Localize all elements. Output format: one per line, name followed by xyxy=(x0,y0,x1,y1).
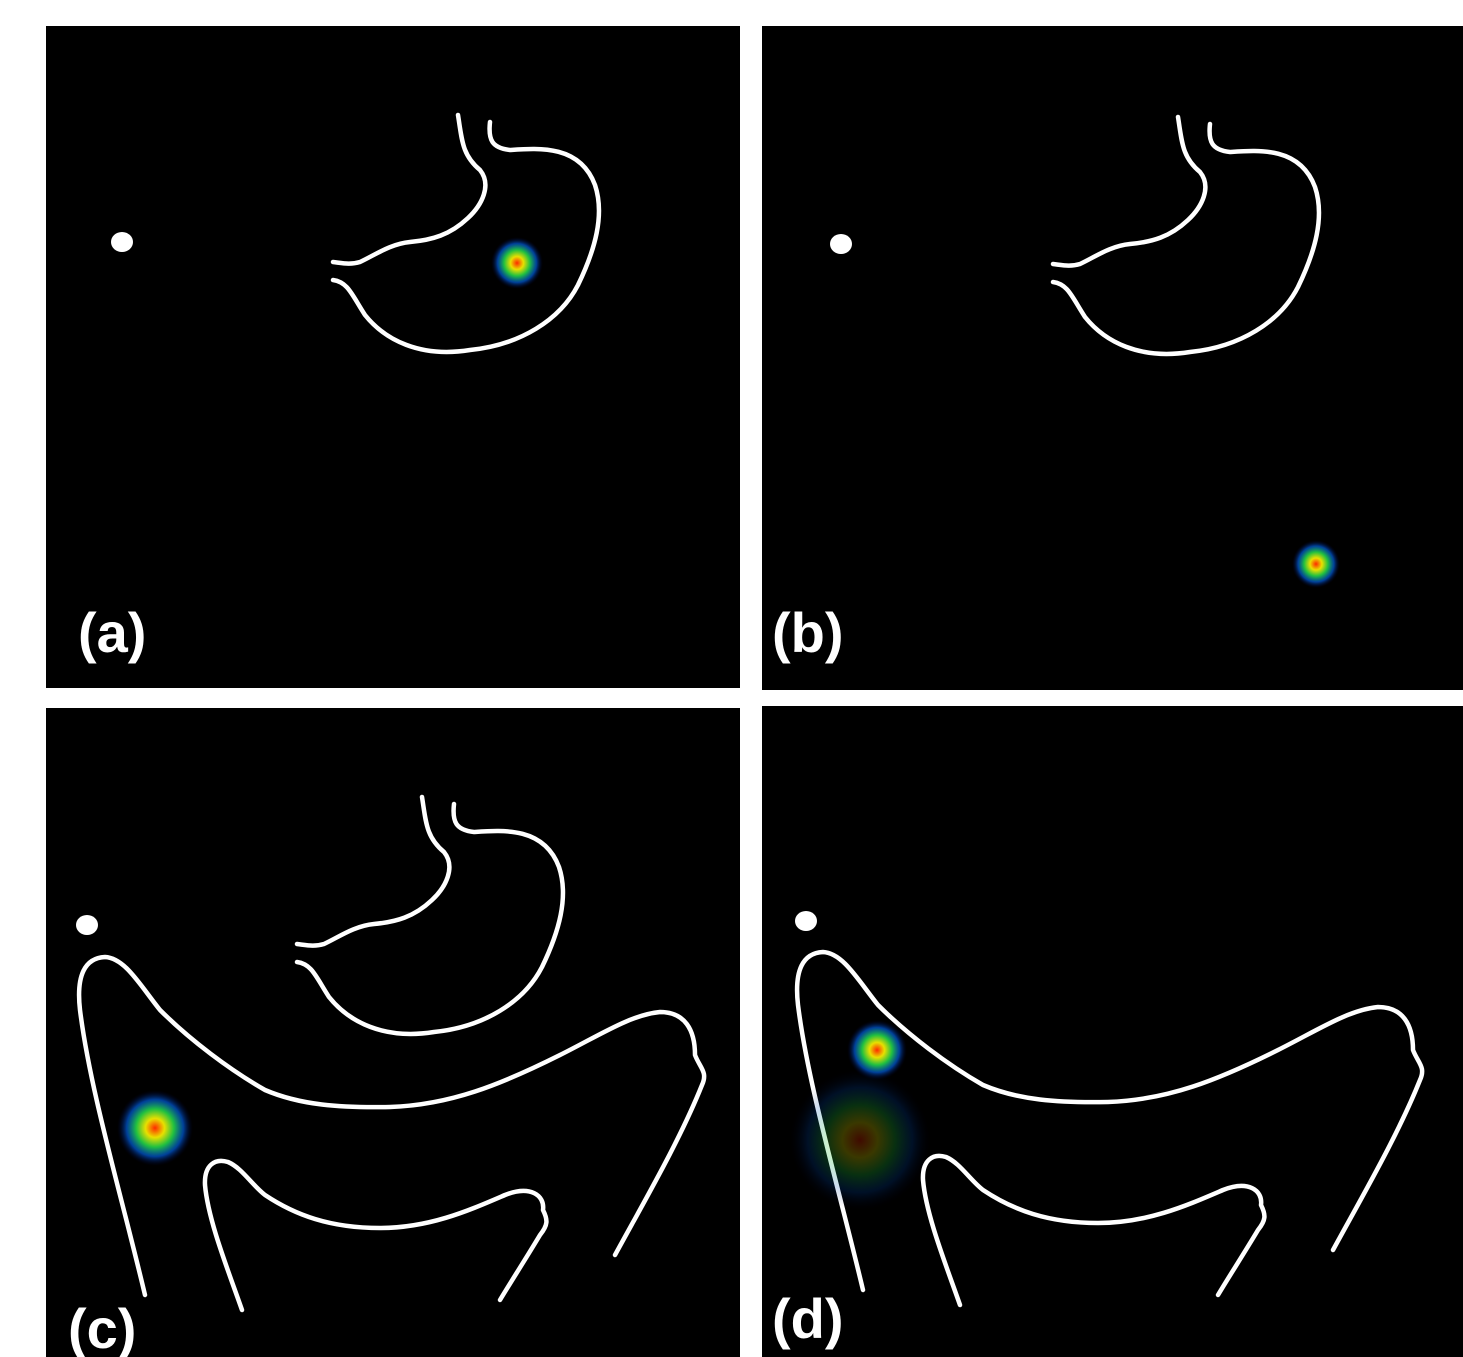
panel-background xyxy=(46,26,740,688)
hotspot xyxy=(117,1090,193,1166)
panel-c: (c) xyxy=(46,708,740,1357)
panel-a: (a) xyxy=(46,26,740,688)
panel-d: (d) xyxy=(762,706,1463,1357)
panel-label: (d) xyxy=(772,1287,844,1350)
hotspot xyxy=(1292,540,1340,588)
panel-background xyxy=(762,26,1463,690)
panel-b: (b) xyxy=(762,26,1463,690)
marker-dot xyxy=(795,911,817,931)
marker-dot xyxy=(111,232,133,252)
diffuse-activity xyxy=(790,1070,930,1210)
panel-label: (b) xyxy=(772,601,844,664)
panel-label: (c) xyxy=(68,1297,136,1357)
panel-label: (a) xyxy=(78,601,146,664)
hotspot xyxy=(491,237,543,289)
marker-dot xyxy=(76,915,98,935)
marker-dot xyxy=(830,234,852,254)
figure: (a) (b) (c) (d) xyxy=(0,0,1463,1357)
